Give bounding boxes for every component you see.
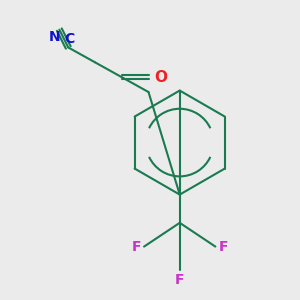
- Text: F: F: [218, 240, 228, 254]
- Text: C: C: [64, 32, 75, 46]
- Text: F: F: [132, 240, 141, 254]
- Text: N: N: [49, 30, 61, 44]
- Text: F: F: [175, 273, 184, 287]
- Text: O: O: [154, 70, 167, 85]
